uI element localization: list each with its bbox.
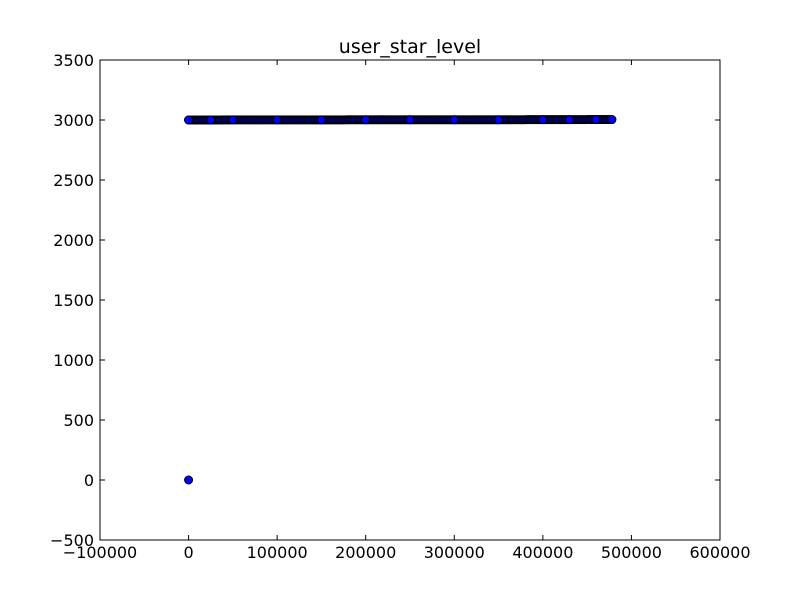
x-tick-label: 300000 (424, 543, 485, 562)
y-tick-label: 2000 (53, 231, 94, 250)
data-point (494, 115, 504, 125)
data-point (184, 115, 194, 125)
y-tick-label: 3000 (53, 111, 94, 130)
data-point (272, 115, 282, 125)
y-tick-label: 1000 (53, 351, 94, 370)
y-tick-label: 0 (84, 471, 94, 490)
data-point (405, 115, 415, 125)
data-point (206, 115, 216, 125)
y-tick-label: −500 (50, 531, 94, 550)
data-point (316, 115, 326, 125)
y-tick-label: 500 (63, 411, 94, 430)
data-point (538, 115, 548, 125)
x-tick-label: 0 (183, 543, 193, 562)
x-tick-label: −100000 (63, 543, 137, 562)
plot-area-border (99, 59, 721, 541)
data-point (184, 475, 194, 485)
y-tick-label: 3500 (53, 51, 94, 70)
x-tick-label: 100000 (247, 543, 308, 562)
x-tick-label: 600000 (689, 543, 750, 562)
x-tick-label: 500000 (601, 543, 662, 562)
axis-ticks: −100000 0 100000 200000 300000 400000 500000 60… (50, 51, 750, 562)
data-points (184, 115, 617, 485)
axes-frame (99, 59, 721, 541)
x-tick-label: 400000 (512, 543, 573, 562)
data-point (228, 115, 238, 125)
y-tick-label: 1500 (53, 291, 94, 310)
x-tick-label: 200000 (335, 543, 396, 562)
data-point (591, 115, 601, 125)
data-point (607, 115, 617, 125)
data-point (564, 115, 574, 125)
chart-title: user_star_level (339, 36, 481, 58)
y-tick-label: 2500 (53, 171, 94, 190)
data-point (361, 115, 371, 125)
data-point (449, 115, 459, 125)
